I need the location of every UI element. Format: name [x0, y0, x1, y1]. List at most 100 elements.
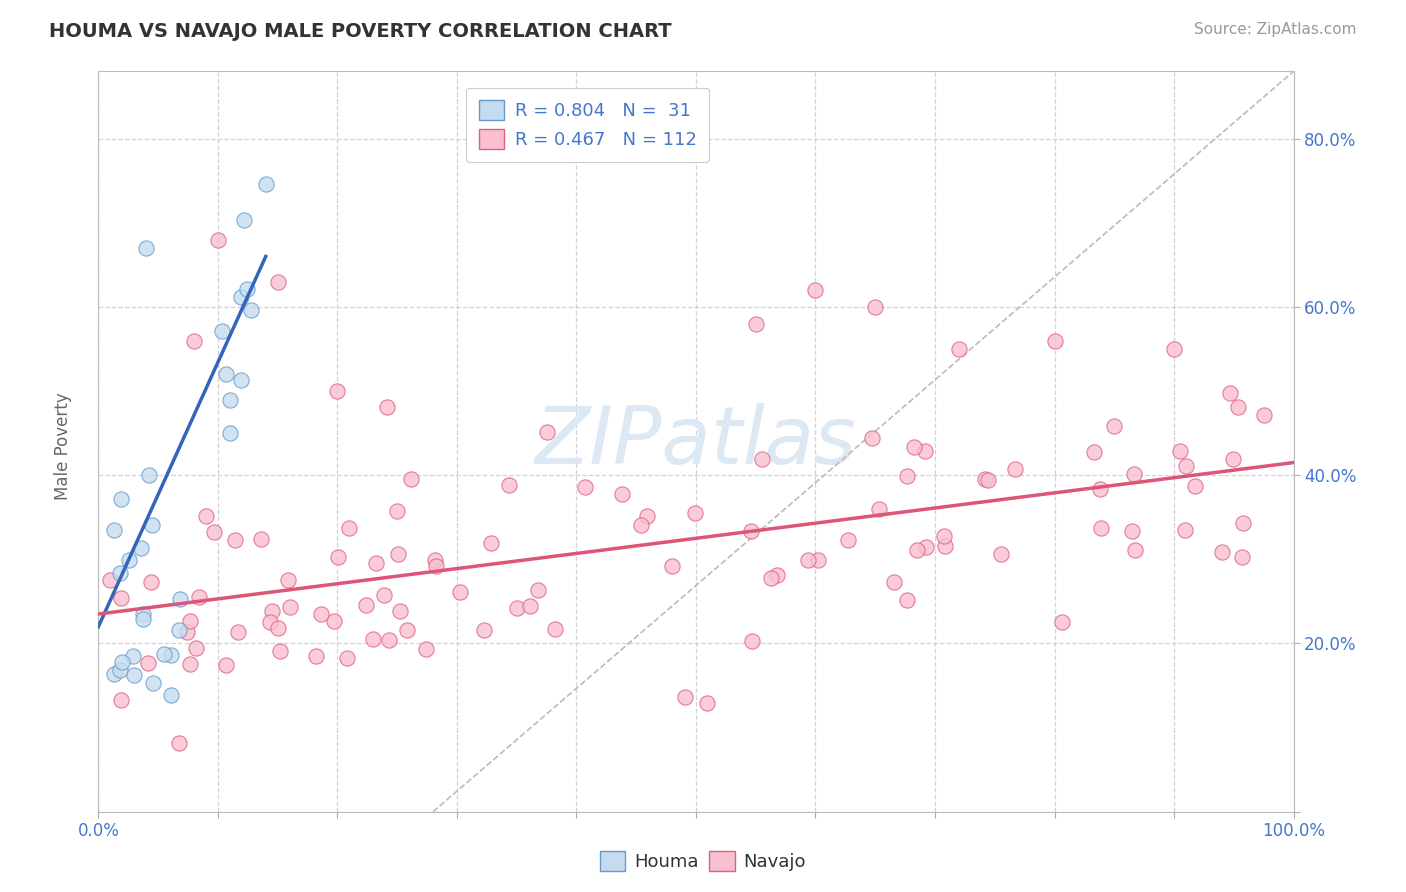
Point — [1218, 385, 1240, 400]
Point — [506, 601, 529, 615]
Point — [305, 649, 328, 664]
Point — [179, 614, 201, 628]
Point — [1211, 545, 1233, 559]
Point — [121, 649, 143, 664]
Point — [138, 468, 160, 483]
Point — [377, 633, 399, 648]
Point — [269, 644, 291, 658]
Point — [1227, 401, 1250, 415]
Point — [1090, 521, 1112, 535]
Point — [202, 525, 225, 540]
Point — [160, 648, 183, 662]
Point — [1222, 452, 1244, 467]
Point — [135, 241, 157, 255]
Point — [807, 553, 830, 567]
Point — [399, 472, 422, 486]
Point — [765, 568, 787, 582]
Point — [973, 472, 995, 486]
Point — [796, 553, 818, 567]
Point — [122, 668, 145, 682]
Point — [354, 598, 377, 612]
Point — [745, 317, 768, 331]
Point — [395, 623, 418, 637]
Point — [423, 553, 446, 567]
Point — [425, 559, 447, 574]
Point — [152, 647, 174, 661]
Point — [883, 574, 905, 589]
Point — [415, 642, 437, 657]
Point — [915, 541, 938, 555]
Point — [860, 431, 883, 445]
Point — [267, 621, 290, 635]
Point — [741, 634, 763, 648]
Point — [214, 367, 236, 381]
Point — [896, 468, 918, 483]
Point — [110, 492, 132, 507]
Point — [449, 585, 471, 599]
Point — [215, 657, 238, 672]
Point — [159, 689, 181, 703]
Point — [169, 592, 191, 607]
Point — [1043, 334, 1066, 348]
Point — [250, 533, 273, 547]
Point — [479, 536, 502, 550]
Point — [142, 676, 165, 690]
Point — [323, 614, 346, 628]
Point — [804, 283, 827, 297]
Point — [103, 523, 125, 537]
Text: Source: ZipAtlas.com: Source: ZipAtlas.com — [1194, 22, 1357, 37]
Point — [229, 373, 252, 387]
Point — [740, 524, 762, 538]
Point — [335, 651, 357, 665]
Point — [311, 607, 333, 621]
Point — [183, 334, 205, 348]
Point — [388, 604, 411, 618]
Point — [519, 599, 541, 613]
Point — [977, 474, 1000, 488]
Point — [612, 487, 634, 501]
Point — [574, 479, 596, 493]
Point — [934, 539, 956, 553]
Point — [129, 541, 152, 555]
Point — [1232, 516, 1254, 530]
Point — [1232, 549, 1254, 564]
Point — [141, 575, 163, 590]
Point — [136, 656, 159, 670]
Point — [914, 443, 936, 458]
Point — [100, 574, 122, 588]
Point — [673, 690, 696, 705]
Point — [337, 521, 360, 535]
Text: ZIPatlas: ZIPatlas — [534, 402, 858, 481]
Point — [1163, 342, 1185, 356]
Point — [474, 624, 496, 638]
Point — [267, 275, 290, 289]
Point — [141, 517, 163, 532]
Point — [207, 233, 229, 247]
Point — [239, 302, 262, 317]
Point — [948, 342, 970, 356]
Legend: R = 0.804   N =  31, R = 0.467   N = 112: R = 0.804 N = 31, R = 0.467 N = 112 — [465, 87, 709, 161]
Point — [837, 533, 859, 547]
Point — [277, 573, 299, 587]
Point — [661, 558, 683, 573]
Point — [326, 384, 349, 398]
Point — [759, 571, 782, 585]
Point — [375, 400, 398, 414]
Point — [167, 624, 190, 638]
Point — [184, 640, 207, 655]
Point — [630, 518, 652, 533]
Point — [373, 588, 395, 602]
Point — [118, 552, 141, 566]
Point — [865, 300, 887, 314]
Point — [110, 591, 132, 605]
Point — [111, 655, 134, 669]
Point — [1004, 461, 1026, 475]
Point — [896, 593, 918, 607]
Point — [526, 582, 548, 597]
Point — [387, 547, 409, 561]
Point — [1123, 543, 1146, 558]
Point — [868, 502, 890, 516]
Point — [131, 612, 153, 626]
Point — [990, 547, 1012, 561]
Point — [211, 324, 233, 338]
